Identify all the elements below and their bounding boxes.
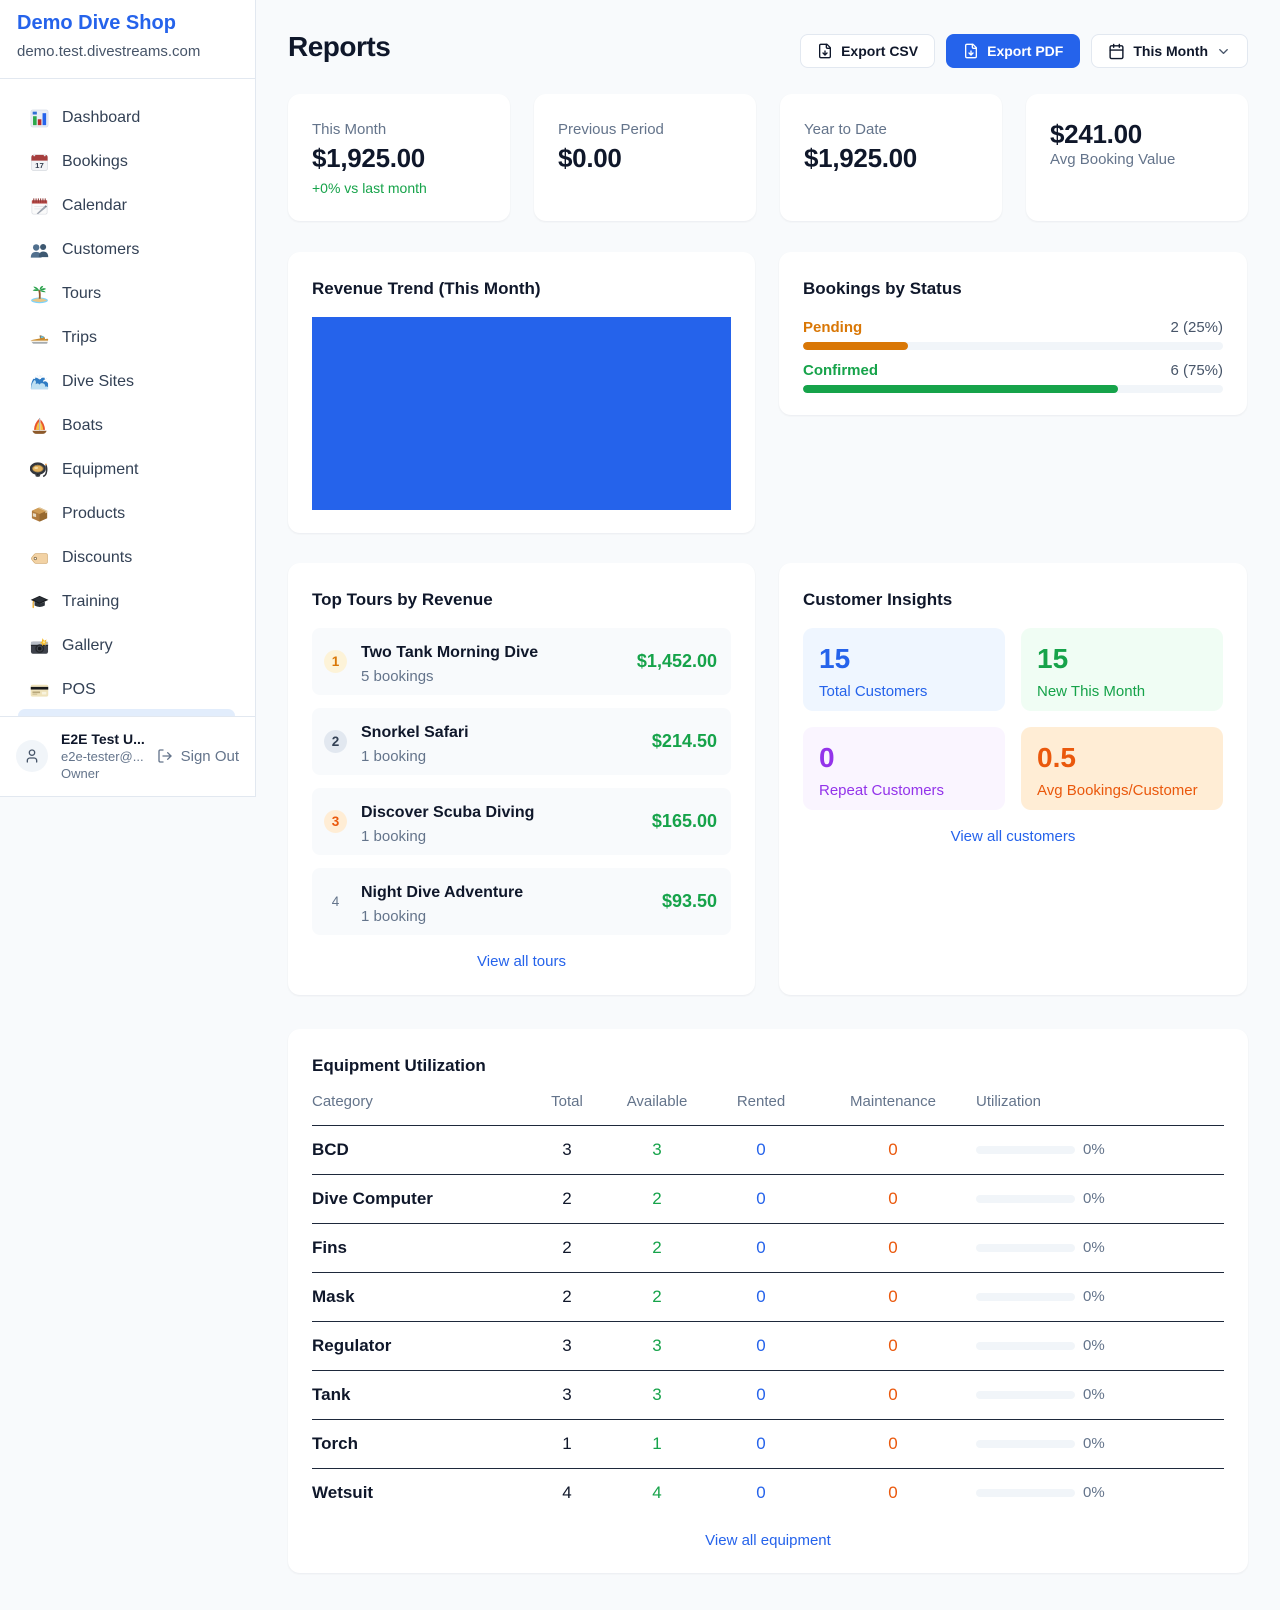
- svg-text:17: 17: [35, 160, 44, 169]
